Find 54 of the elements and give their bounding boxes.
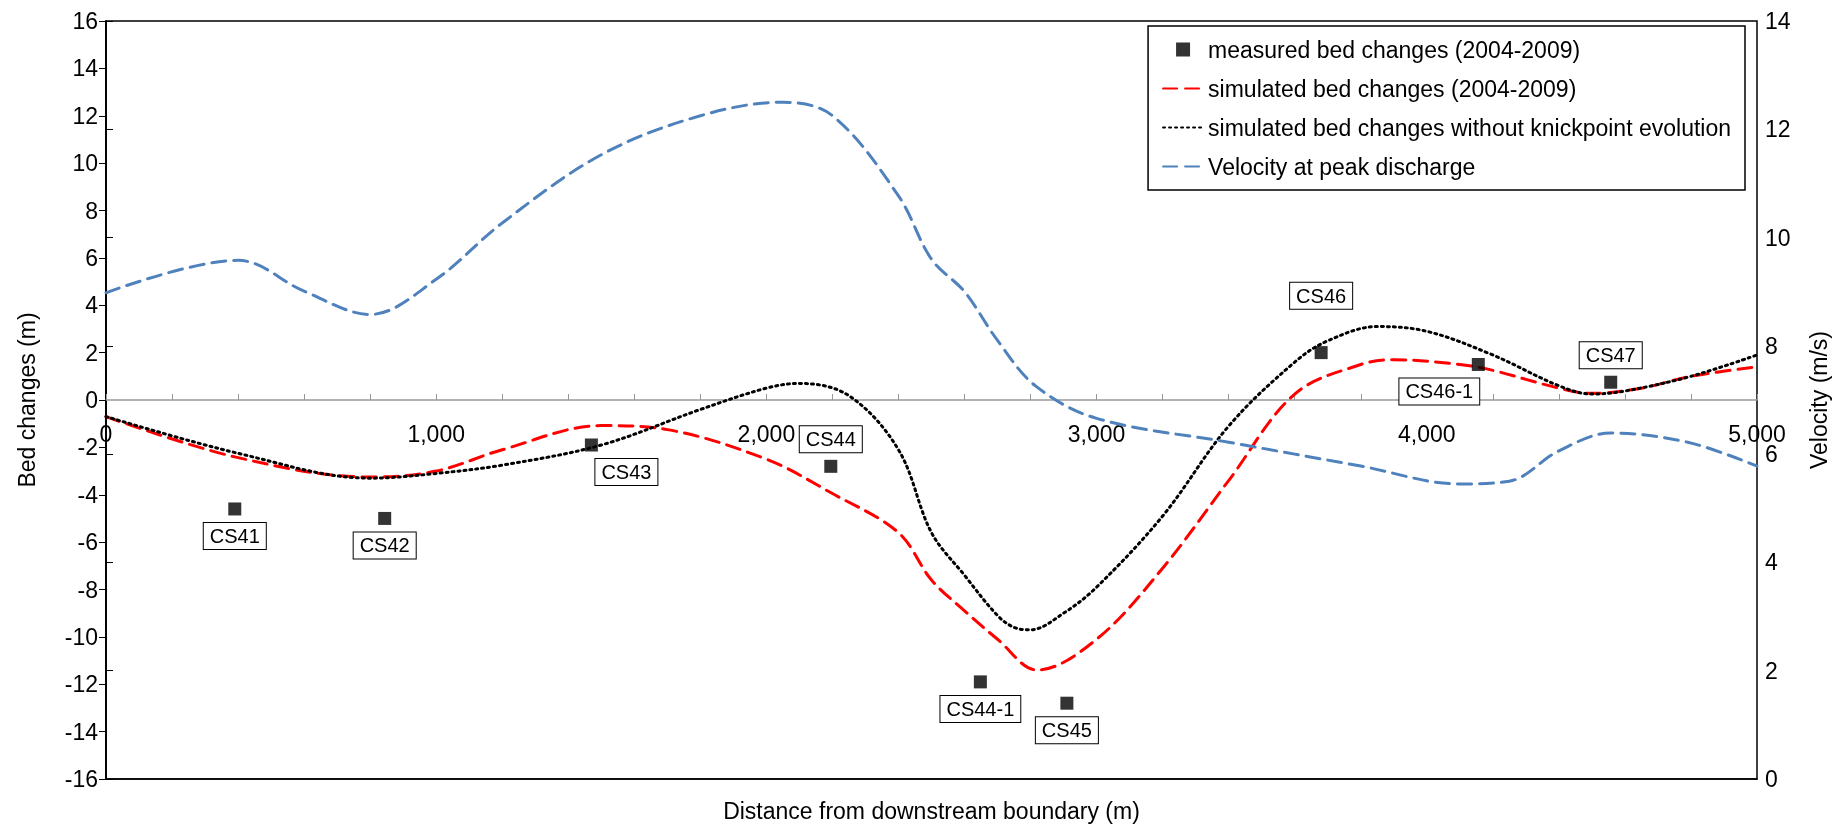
point [1471, 357, 1485, 371]
y-tick-label: 12 [72, 102, 98, 129]
y-tick-label: 2 [85, 339, 98, 366]
annotation: CS44-1 [946, 697, 1015, 720]
x-axis-title: Distance from downstream boundary (m) [723, 797, 1140, 824]
y-tick-label: -10 [64, 623, 98, 650]
y-tick-label: 4 [85, 292, 99, 319]
legend-label: simulated bed changes (2004-2009) [1208, 75, 1577, 102]
y-tick-label: 8 [85, 197, 98, 224]
y-axis-title: Bed changes (m) [13, 312, 40, 488]
x-tick-label: 4,000 [1398, 420, 1456, 447]
annotation: CS44 [805, 428, 856, 451]
y2-tick-label: 4 [1765, 549, 1778, 576]
legend-label: measured bed changes (2004-2009) [1208, 36, 1581, 63]
x-tick-label: 2,000 [737, 420, 796, 447]
y-tick-label: -16 [64, 766, 98, 792]
point [824, 459, 838, 473]
annotation: CS46 [1296, 284, 1347, 307]
annotation: CS43 [601, 461, 652, 484]
legend-label: simulated bed changes without knickpoint evolution [1208, 114, 1731, 141]
annotation: CS46-1 [1405, 380, 1474, 403]
y-tick-label: 10 [72, 150, 98, 177]
y-tick-label: 0 [85, 387, 98, 413]
annotation: CS45 [1041, 719, 1092, 742]
annotation: CS41 [209, 524, 260, 547]
point [1314, 346, 1328, 360]
y2-axis-title: Velocity (m/s) [1805, 330, 1832, 470]
y2-tick-label: 14 [1765, 8, 1791, 34]
y-tick-label: 16 [72, 8, 98, 34]
y-tick-label: -8 [77, 576, 98, 603]
y-tick-label: -4 [77, 481, 99, 508]
point [973, 675, 987, 689]
y2-tick-label: 12 [1765, 116, 1791, 143]
annotation: CS47 [1585, 344, 1636, 367]
annotation: CS42 [359, 534, 410, 557]
legend-label: Velocity at peak discharge [1208, 153, 1476, 180]
y-tick-label: 14 [72, 55, 99, 82]
point [1060, 696, 1074, 710]
x-tick-label: 3,000 [1067, 420, 1126, 447]
y2-tick-label: 8 [1765, 332, 1778, 359]
y-tick-label: -12 [64, 671, 98, 698]
y2-tick-label: 10 [1765, 224, 1791, 251]
y2-tick-label: 0 [1765, 766, 1778, 792]
y-tick-label: 6 [85, 244, 98, 271]
y-tick-label: -14 [64, 718, 99, 745]
x-tick-label: 1,000 [407, 420, 465, 447]
point [584, 438, 598, 452]
y-tick-label: -6 [77, 529, 98, 556]
point [1604, 375, 1618, 389]
y-tick-label: -2 [77, 434, 98, 461]
point [228, 502, 242, 516]
y2-tick-label: 2 [1765, 657, 1778, 684]
point [378, 511, 392, 525]
y2-tick-label: 6 [1765, 441, 1778, 468]
